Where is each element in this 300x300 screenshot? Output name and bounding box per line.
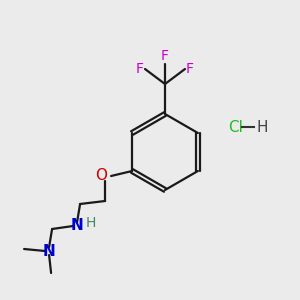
Text: F: F: [186, 62, 194, 76]
Text: H: H: [86, 216, 96, 230]
Text: N: N: [43, 244, 56, 259]
Text: F: F: [161, 49, 169, 63]
Text: H: H: [256, 119, 268, 134]
Text: N: N: [71, 218, 83, 233]
Text: F: F: [136, 62, 144, 76]
Text: Cl: Cl: [228, 119, 243, 134]
Text: O: O: [95, 169, 107, 184]
